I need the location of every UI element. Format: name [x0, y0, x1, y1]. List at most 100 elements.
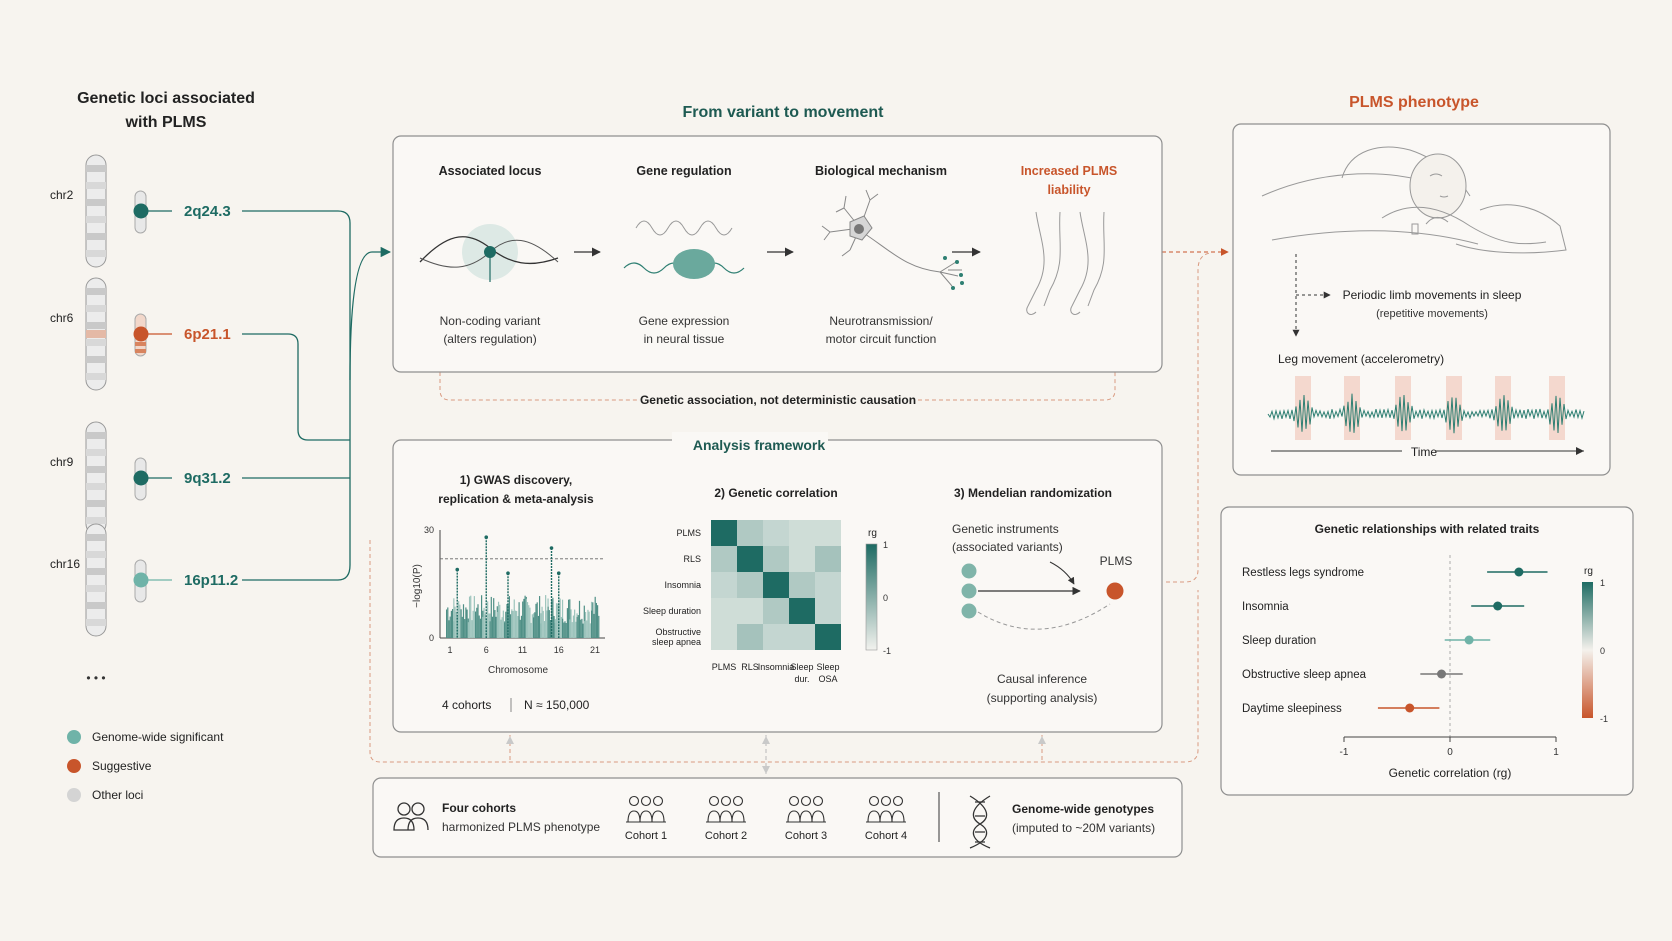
manhattan-point: [546, 610, 548, 638]
instrument-dot: [961, 603, 977, 619]
manhattan-point: [459, 604, 461, 638]
heatmap-cell: [711, 624, 737, 650]
manhattan-point: [475, 611, 477, 638]
heatmap-col-label: Sleep: [816, 662, 839, 672]
chromosome-label: chr2: [50, 188, 74, 202]
loci-title-line2: with PLMS: [125, 114, 207, 131]
chromosome-label: chr6: [50, 311, 74, 325]
down-arrowhead: [762, 766, 770, 774]
genotypes-l1: Genome-wide genotypes: [1012, 802, 1154, 816]
manhattan-point: [472, 610, 474, 638]
manhattan-point: [570, 609, 572, 638]
manhattan-point: [449, 616, 451, 638]
heatmap-cell: [789, 624, 815, 650]
heatmap-cell: [815, 546, 841, 572]
step2-caption-l1: Gene expression: [639, 314, 730, 328]
instrument-dot: [961, 563, 977, 579]
manhattan-point: [534, 612, 536, 638]
manhattan-point: [551, 600, 553, 638]
mr-outcome-label: PLMS: [1100, 554, 1133, 568]
heatmap-row-label: Sleep duration: [643, 606, 701, 616]
gwas-cohorts: 4 cohorts: [442, 698, 491, 712]
step2-title: Gene regulation: [636, 164, 731, 178]
manhattan-point: [478, 615, 480, 638]
manhattan-point: [494, 610, 496, 638]
relationships-panel: [1220, 506, 1634, 796]
manhattan-point: [477, 604, 479, 638]
manhattan-point: [592, 602, 594, 638]
heatmap-cell: [737, 572, 763, 598]
manhattan-point: [504, 622, 506, 638]
manhattan-point: [594, 596, 596, 638]
manhattan-point: [531, 614, 533, 638]
trait-point: [1493, 601, 1503, 611]
manhattan-point: [575, 621, 577, 638]
mr-panel: 3) Mendelian randomization Genetic instr…: [952, 486, 1132, 705]
manhattan-point: [529, 607, 531, 638]
variant-dot-icon: [484, 246, 496, 258]
manhattan-xtick: 6: [484, 645, 489, 655]
mr-title: 3) Mendelian randomization: [954, 486, 1112, 500]
heatmap-cell: [815, 624, 841, 650]
forest-xtick: -1: [1340, 747, 1349, 758]
trait-point: [1437, 669, 1447, 679]
manhattan-point: [462, 604, 465, 638]
heatmap-cell: [763, 624, 789, 650]
gwas-title-l2: replication & meta-analysis: [438, 492, 594, 506]
manhattan-point: [565, 622, 567, 638]
manhattan-point: [586, 620, 588, 638]
heatmap-colorbar: [865, 543, 878, 651]
cohort-people-icon: [786, 795, 826, 823]
cohorts-title: Four cohorts: [442, 801, 516, 815]
manhattan-point: [557, 603, 559, 638]
manhattan-point: [511, 609, 513, 638]
manhattan-peak-point: [549, 546, 554, 550]
step-gene-regulation: Gene regulation Gene expression in neura…: [623, 164, 745, 346]
gwas-title-l1: 1) GWAS discovery,: [460, 473, 572, 487]
heatmap-col-label: PLMS: [712, 662, 737, 672]
manhattan-point: [563, 622, 565, 638]
forest-colorbar-tick: 1: [1600, 578, 1605, 588]
manhattan-point: [446, 609, 448, 638]
step4-title-l1: Increased PLMS: [1021, 164, 1118, 178]
heatmap-cell: [815, 572, 841, 598]
manhattan-point: [525, 598, 527, 638]
step-plms-liability: Increased PLMS liability: [1021, 164, 1118, 315]
forest-colorbar: [1582, 582, 1593, 718]
cohort-label: Cohort 4: [865, 830, 907, 842]
step3-caption-l1: Neurotransmission/: [829, 314, 933, 328]
up-arrowheads: [506, 736, 1046, 744]
heatmap-cell: [737, 546, 763, 572]
manhattan-point: [497, 601, 500, 638]
heatmap-cell: [737, 624, 763, 650]
relationships-title: Genetic relationships with related trait…: [1315, 522, 1540, 536]
manhattan-point: [528, 605, 530, 638]
plms-outcome-dot: [1106, 582, 1124, 600]
manhattan-point: [597, 605, 599, 638]
legend-swatch: [67, 730, 81, 744]
manhattan-point: [505, 611, 507, 638]
step1-title: Associated locus: [439, 164, 542, 178]
manhattan-ytick: 30: [424, 525, 434, 535]
manhattan-peak-point: [506, 571, 510, 575]
corr-title: 2) Genetic correlation: [714, 486, 837, 500]
manhattan-point: [493, 598, 495, 638]
manhattan-point: [502, 610, 504, 638]
manhattan-point: [535, 603, 537, 638]
manhattan-point: [450, 610, 452, 638]
manhattan-point: [566, 608, 568, 638]
manhattan-xtick: 11: [518, 645, 527, 655]
neuron-icon: [821, 189, 962, 287]
manhattan-point: [461, 616, 463, 638]
manhattan-point: [569, 599, 571, 638]
trait-label: Insomnia: [1242, 601, 1289, 613]
manhattan-point: [487, 601, 489, 638]
loci-panel: Genetic loci associated with PLMS chr2 2q…: [50, 90, 255, 802]
forest-colorbar-tick: 0: [1600, 646, 1605, 656]
heatmap-cell: [737, 520, 763, 546]
heatmap-cell: [763, 598, 789, 624]
manhattan-point: [571, 622, 573, 638]
manhattan-point: [458, 601, 460, 638]
manhattan-point: [460, 609, 462, 638]
